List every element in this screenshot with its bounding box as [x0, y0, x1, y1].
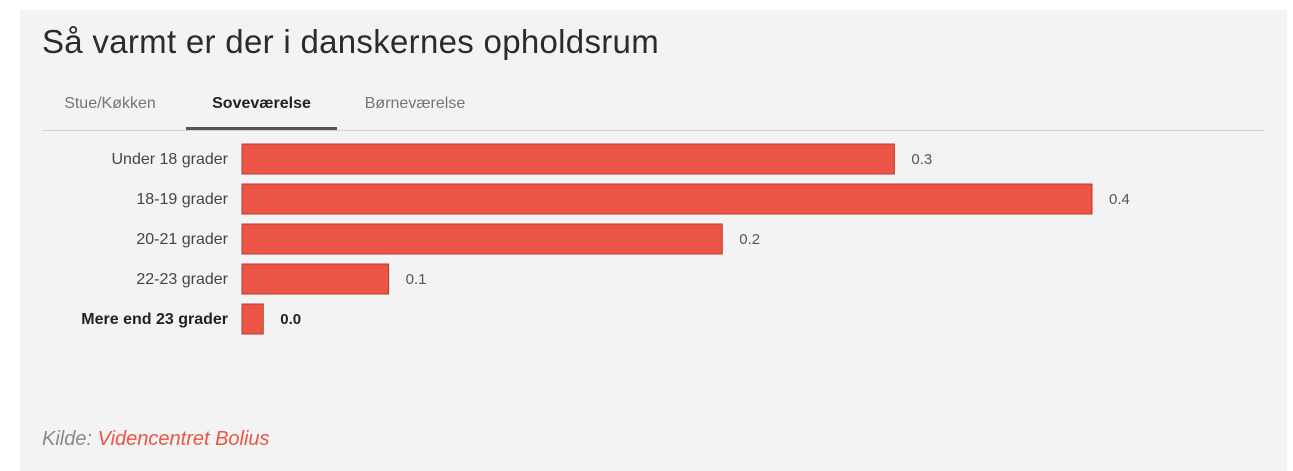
- category-label: Mere end 23 grader: [81, 311, 228, 328]
- page-title: Så varmt er der i danskernes opholdsrum: [42, 23, 659, 60]
- value-label: 0.4: [1109, 191, 1130, 208]
- category-label: 20-21 grader: [136, 231, 228, 248]
- bar[interactable]: [241, 223, 723, 255]
- source-link[interactable]: Videncentret Bolius: [97, 428, 270, 450]
- bar[interactable]: [241, 143, 895, 175]
- value-label: 0.3: [911, 151, 932, 168]
- value-label: 0.2: [739, 231, 760, 248]
- value-label: 0.0: [280, 311, 301, 328]
- value-label: 0.1: [406, 271, 427, 288]
- bar-chart: Under 18 grader 0.3 18-19 grader 0.4 20-21 g…: [81, 143, 1130, 335]
- category-label: Under 18 grader: [111, 151, 228, 168]
- bar[interactable]: [241, 263, 390, 295]
- tab-stue-koekken[interactable]: Stue/Køkken: [64, 95, 156, 112]
- category-label: 22-23 grader: [136, 271, 228, 288]
- source-prefix: Kilde:: [42, 428, 93, 450]
- tab-boernevaerelse[interactable]: Børneværelse: [364, 95, 466, 112]
- bar[interactable]: [241, 183, 1093, 215]
- chart-card: Så varmt er der i danskernes opholdsrum …: [20, 10, 1287, 471]
- bar[interactable]: [241, 303, 264, 335]
- tab-sovevaerelse[interactable]: Soveværelse: [186, 90, 337, 130]
- tab-bar: Stue/Køkken Soveværelse Børneværelse: [42, 90, 1264, 131]
- source-credit: Kilde: Videncentret Bolius: [42, 428, 270, 451]
- category-label: 18-19 grader: [136, 191, 228, 208]
